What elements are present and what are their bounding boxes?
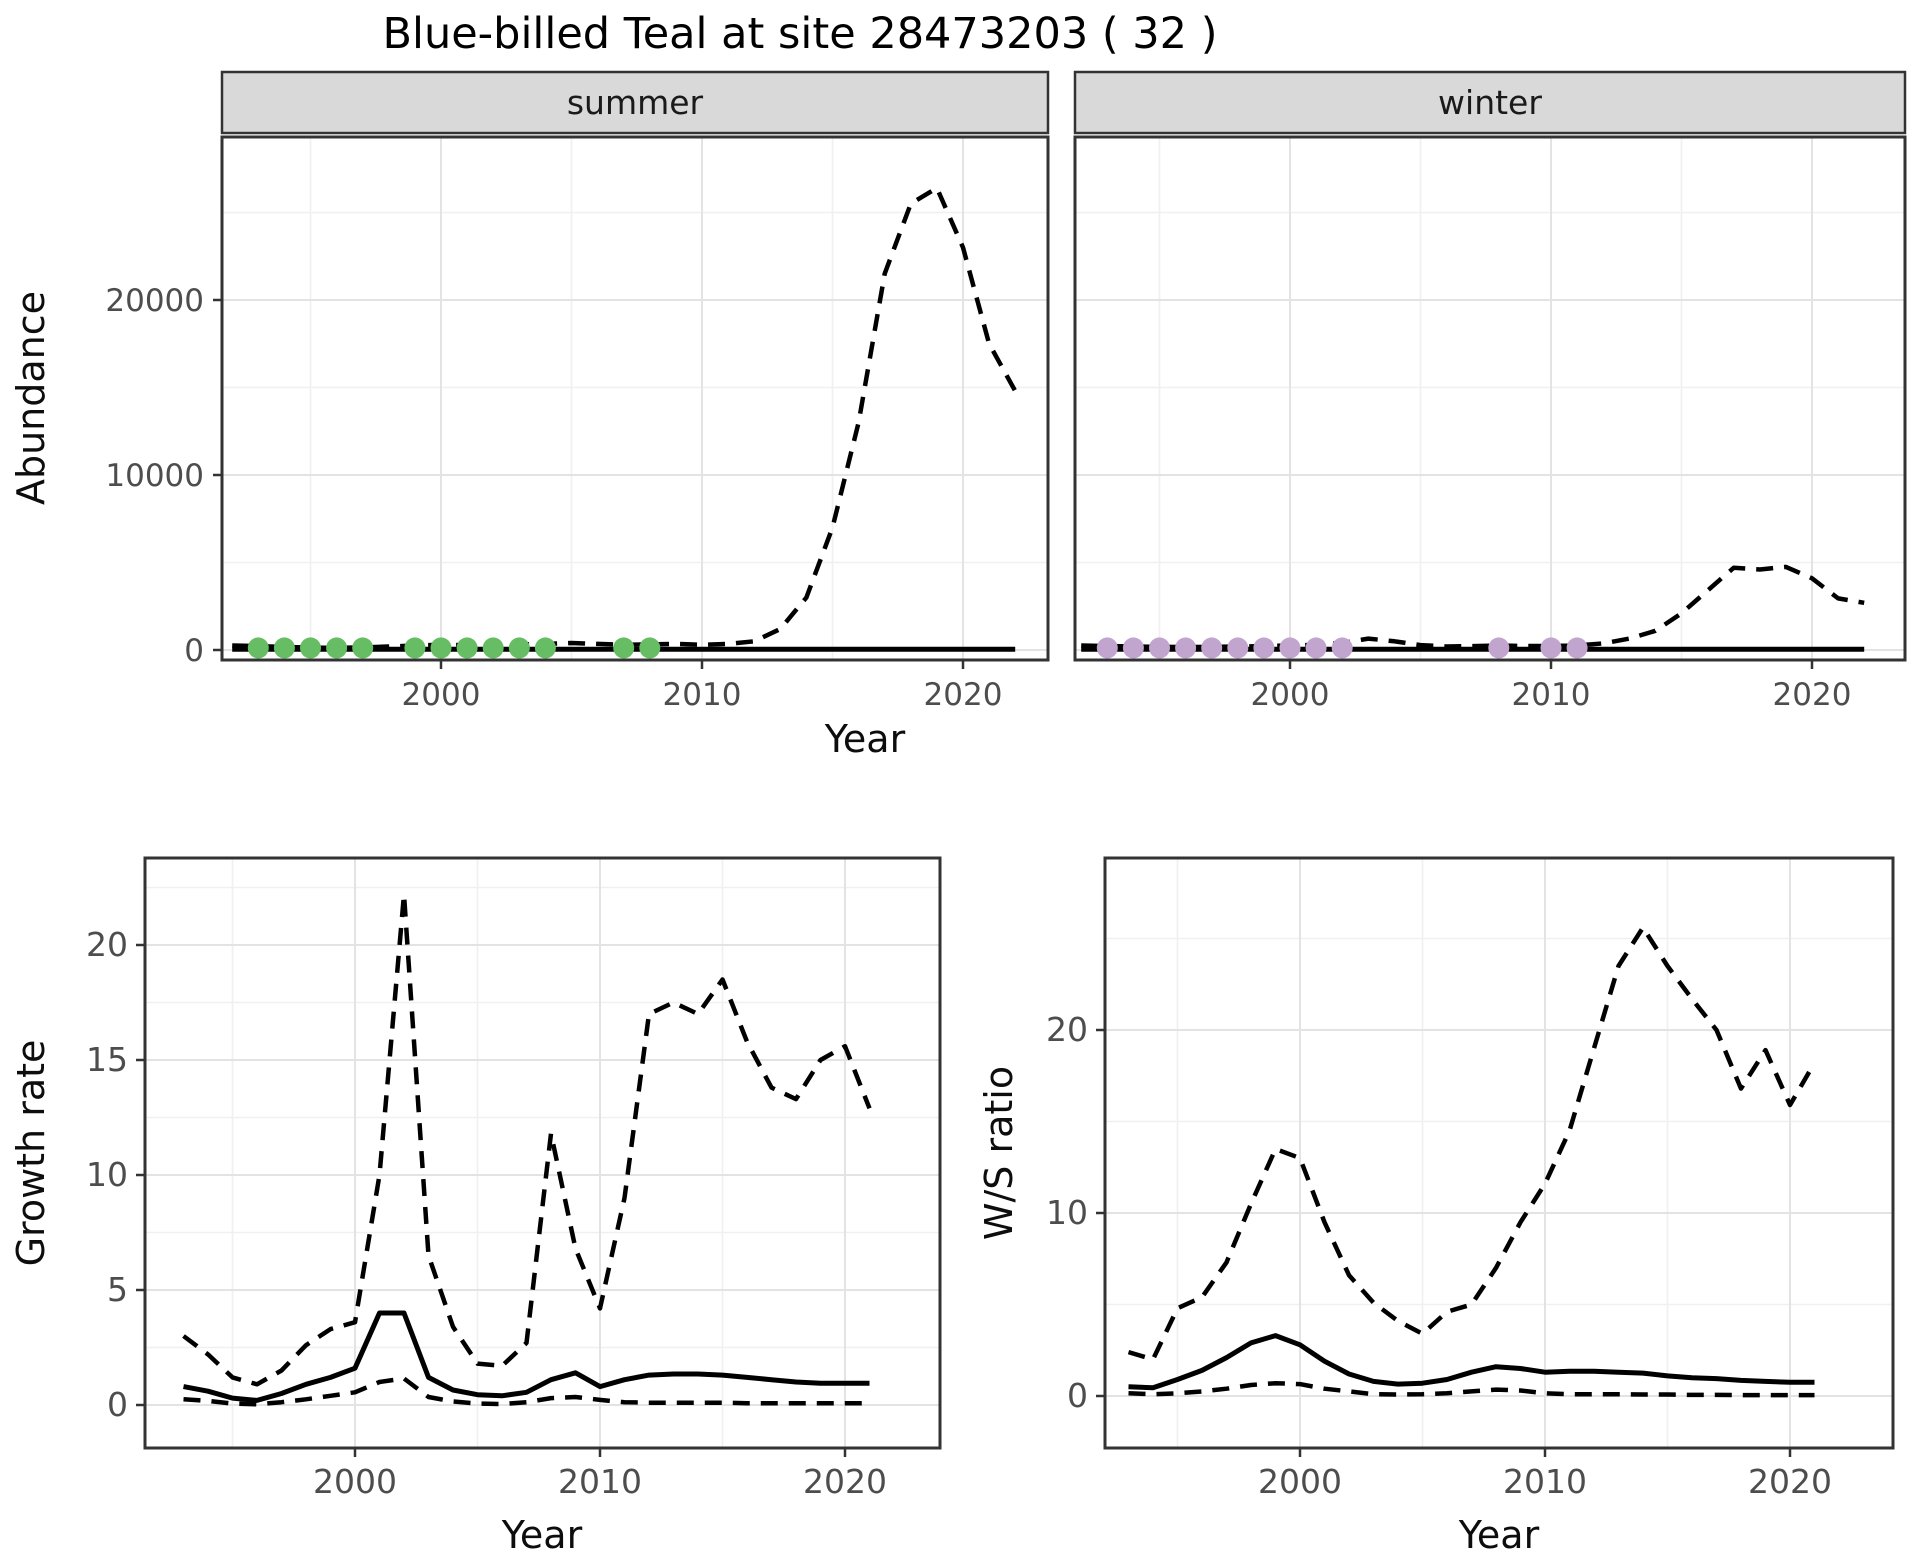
x-tick-label: 2010: [1503, 1462, 1587, 1501]
series-line-upper95: [1081, 564, 1865, 650]
y-tick-label: 5: [107, 1270, 128, 1309]
series-line-upper95: [182, 892, 872, 1387]
y-tick-label: 0: [1067, 1376, 1088, 1415]
observed-point: [1227, 637, 1249, 659]
y-tick-label: 20000: [105, 283, 204, 319]
observed-point: [1122, 637, 1144, 659]
growth-x-axis-title: Year: [501, 1513, 583, 1557]
x-tick-label: 2020: [803, 1462, 887, 1501]
panel-summer: 2000 2010 2020 0 10000 20000: [105, 135, 1050, 713]
facet-strip-winter: [1073, 70, 1907, 135]
x-tick-label: 2010: [558, 1462, 642, 1501]
observed-point: [247, 637, 269, 659]
chart-title: Blue-billed Teal at site 28473203 ( 32 ): [383, 9, 1218, 59]
panel-winter-summer-ratio: 2000 2010 2020 0 10 20: [1046, 856, 1895, 1501]
growth-y-axis-title: Growth rate: [9, 1040, 53, 1267]
y-tick-label: 15: [86, 1040, 128, 1079]
observed-point: [430, 637, 452, 659]
y-tick-label: 10000: [105, 458, 204, 494]
facet-strip-label-summer: summer: [567, 83, 704, 122]
observed-point: [534, 637, 556, 659]
x-tick-label: 2000: [1251, 677, 1330, 713]
y-tick-label: 0: [107, 1385, 128, 1424]
series-line-mean: [1128, 1333, 1815, 1391]
observed-point: [1488, 637, 1510, 659]
x-tick-label: 2000: [402, 677, 481, 713]
observed-point: [1566, 637, 1588, 659]
observed-point: [1279, 637, 1301, 659]
observed-point: [508, 637, 530, 659]
y-tick-label: 20: [86, 925, 128, 964]
ws-y-axis-title: W/S ratio: [977, 1066, 1021, 1240]
series-line-lower95: [183, 1376, 870, 1407]
observed-point: [639, 637, 661, 659]
observed-point: [1540, 637, 1562, 659]
observed-point: [1096, 637, 1118, 659]
observed-point: [326, 637, 348, 659]
observed-point: [1149, 637, 1170, 659]
y-tick-label: 10: [86, 1155, 128, 1194]
series-line-upper95: [232, 185, 1018, 651]
y-tick-label: 20: [1046, 1010, 1088, 1049]
series-line-upper95: [1127, 925, 1817, 1362]
observed-point: [404, 637, 426, 659]
y-tick-label: 10: [1046, 1193, 1088, 1232]
panel-growth-rate: 2000 2010 2020 0 5 10 15 20: [86, 856, 942, 1501]
observed-point: [1201, 637, 1223, 659]
y-tick-label: 0: [184, 633, 204, 669]
x-tick-label: 2000: [1258, 1462, 1342, 1501]
abundance-y-axis-title: Abundance: [9, 291, 53, 505]
x-tick-label: 2020: [924, 677, 1003, 713]
x-tick-label: 2020: [1773, 677, 1852, 713]
observed-point: [1253, 637, 1275, 659]
panel-winter: 2000 2010 2020: [1073, 135, 1907, 713]
observed-point: [1331, 637, 1353, 659]
facet-strip-summer: [220, 70, 1050, 135]
panel-border: [220, 135, 1050, 662]
facet-strip-label-winter: winter: [1438, 83, 1542, 122]
panel-border: [143, 856, 942, 1450]
observed-point: [1175, 637, 1197, 659]
observed-point: [613, 637, 635, 659]
observed-point: [1305, 637, 1327, 659]
observed-point: [352, 637, 374, 659]
x-tick-label: 2020: [1748, 1462, 1832, 1501]
observed-point: [456, 637, 478, 659]
ws-x-axis-title: Year: [1458, 1513, 1540, 1557]
series-line-lower95: [1128, 1380, 1815, 1398]
x-tick-label: 2010: [663, 677, 742, 713]
observed-point: [300, 637, 321, 659]
panel-border: [1103, 856, 1895, 1450]
x-tick-label: 2000: [313, 1462, 397, 1501]
series-line-mean: [183, 1310, 870, 1403]
panel-border: [1073, 135, 1907, 662]
observed-point: [273, 637, 295, 659]
observed-point: [482, 637, 504, 659]
x-tick-label: 2010: [1512, 677, 1591, 713]
abundance-x-axis-title: Year: [824, 717, 906, 761]
